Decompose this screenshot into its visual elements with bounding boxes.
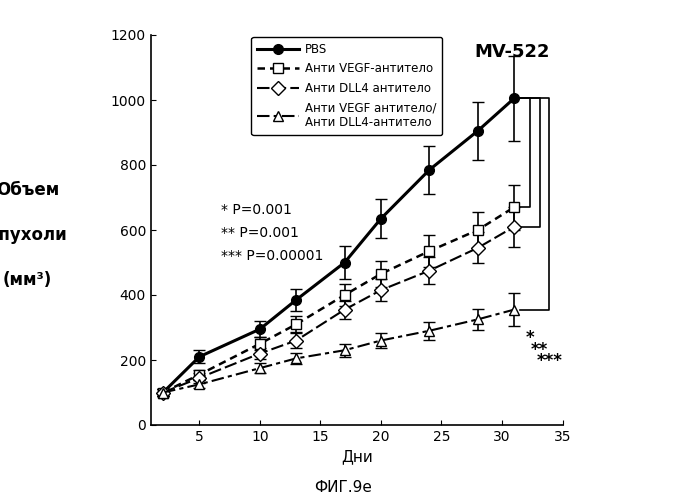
Text: опухоли: опухоли: [0, 226, 67, 244]
Text: **: **: [531, 340, 548, 358]
Text: *** P=0.00001: *** P=0.00001: [221, 250, 323, 264]
Legend: PBS, Анти VEGF-антитело, Анти DLL4 антитело, Анти VEGF антитело/
Анти DLL4-антит: PBS, Анти VEGF-антитело, Анти DLL4 антит…: [252, 37, 442, 136]
Text: (мм³): (мм³): [3, 271, 52, 289]
Text: ** P=0.001: ** P=0.001: [221, 226, 299, 240]
Text: * P=0.001: * P=0.001: [221, 202, 292, 216]
Text: ФИГ.9е: ФИГ.9е: [314, 480, 372, 495]
Text: MV-522: MV-522: [475, 43, 550, 61]
X-axis label: Дни: Дни: [341, 450, 372, 464]
Text: *: *: [525, 329, 534, 347]
Text: Объем: Объем: [0, 181, 59, 199]
Text: ***: ***: [536, 352, 562, 370]
